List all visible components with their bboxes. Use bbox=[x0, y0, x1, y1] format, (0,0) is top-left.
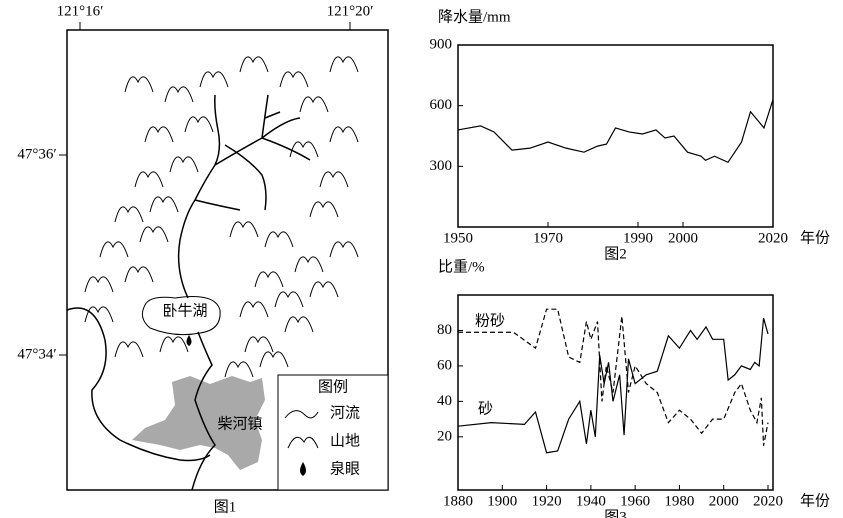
mountain bbox=[84, 306, 114, 323]
mountain bbox=[184, 116, 214, 133]
mountain bbox=[299, 96, 329, 113]
lon-label: 121°16′ bbox=[57, 3, 104, 19]
mountain bbox=[329, 56, 359, 73]
lat-label: 47°36′ bbox=[17, 146, 56, 162]
mountain bbox=[114, 206, 144, 223]
x-tick-label: 1880 bbox=[443, 493, 473, 509]
town-label: 柴河镇 bbox=[217, 415, 262, 432]
mountain bbox=[124, 76, 154, 93]
legend-item: 山地 bbox=[330, 432, 360, 449]
lon-label: 121°20′ bbox=[327, 3, 374, 19]
lake bbox=[141, 296, 221, 336]
mountain bbox=[264, 231, 294, 248]
mountain bbox=[164, 86, 194, 103]
y-tick-label: 40 bbox=[437, 393, 452, 409]
legend-title: 图例 bbox=[318, 378, 348, 395]
rivers bbox=[66, 94, 311, 491]
legend-box bbox=[277, 374, 389, 491]
mountain bbox=[149, 196, 179, 213]
plot-frame bbox=[457, 294, 774, 491]
mountain bbox=[284, 316, 314, 333]
x-tick-label: 2000 bbox=[668, 230, 698, 246]
y-tick-label: 900 bbox=[430, 36, 453, 52]
mountain bbox=[114, 341, 144, 358]
series-label: 砂 bbox=[478, 400, 493, 417]
x-tick-label: 1980 bbox=[664, 493, 694, 509]
plot-frame bbox=[457, 44, 774, 228]
x-axis-title: 年份 bbox=[800, 229, 830, 246]
y-axis-title: 降水量/mm bbox=[438, 8, 511, 25]
mountain bbox=[289, 141, 319, 158]
legend-spring bbox=[300, 462, 306, 476]
mountain bbox=[294, 256, 324, 273]
legend-mountain bbox=[287, 436, 319, 449]
legend-river bbox=[284, 410, 319, 419]
mountain bbox=[134, 171, 164, 188]
spring bbox=[186, 335, 192, 346]
x-tick-label: 1940 bbox=[576, 493, 606, 509]
x-tick-label: 1960 bbox=[620, 493, 650, 509]
line bbox=[457, 317, 769, 454]
series-label: 粉砂 bbox=[475, 312, 505, 329]
map: 121°16′ 121°20′ 47°36′ 47°34′ 卧牛湖 柴河镇 图例… bbox=[17, 3, 389, 515]
mountain bbox=[199, 71, 229, 88]
mountain bbox=[144, 126, 174, 143]
mountain bbox=[329, 126, 359, 143]
mountain bbox=[309, 201, 339, 218]
x-tick-label: 2020 bbox=[753, 493, 783, 509]
x-tick-label: 2000 bbox=[709, 493, 739, 509]
x-tick-label: 1970 bbox=[533, 230, 563, 246]
mountain bbox=[224, 361, 254, 378]
y-tick-label: 600 bbox=[430, 97, 453, 113]
mountain bbox=[279, 71, 309, 88]
mountain bbox=[244, 336, 274, 353]
mountain bbox=[319, 171, 349, 188]
mountain bbox=[139, 226, 169, 243]
x-tick-label: 1950 bbox=[443, 230, 473, 246]
mountain bbox=[274, 291, 304, 308]
mountain bbox=[84, 276, 114, 293]
mountain bbox=[169, 156, 199, 173]
y-tick-label: 80 bbox=[437, 322, 452, 338]
x-tick-label: 2020 bbox=[758, 230, 788, 246]
mountain bbox=[99, 241, 129, 258]
x-tick-label: 1920 bbox=[532, 493, 562, 509]
mountain bbox=[259, 351, 289, 368]
mountain bbox=[309, 281, 339, 298]
lake-label: 卧牛湖 bbox=[162, 302, 207, 319]
legend-item: 河流 bbox=[330, 404, 360, 421]
mountain bbox=[329, 241, 359, 258]
y-axis-title: 比重/% bbox=[438, 258, 485, 275]
line bbox=[458, 308, 769, 446]
town-area bbox=[132, 376, 265, 470]
mountain bbox=[159, 336, 189, 353]
y-tick-label: 300 bbox=[430, 158, 453, 174]
mountain bbox=[239, 56, 269, 73]
legend-item: 泉眼 bbox=[330, 460, 360, 477]
y-tick-label: 60 bbox=[437, 357, 452, 373]
caption: 图1 bbox=[214, 498, 237, 515]
mountain bbox=[254, 271, 284, 288]
x-tick-label: 1990 bbox=[623, 230, 653, 246]
caption: 图3 bbox=[604, 508, 627, 518]
map-frame bbox=[66, 29, 389, 491]
line bbox=[457, 99, 774, 164]
lat-label: 47°34′ bbox=[17, 346, 56, 362]
mountain bbox=[124, 266, 154, 283]
mountain bbox=[239, 301, 269, 318]
x-tick-label: 1900 bbox=[487, 493, 517, 509]
caption: 图2 bbox=[604, 245, 627, 262]
y-tick-label: 20 bbox=[437, 428, 452, 444]
mountain bbox=[229, 221, 259, 238]
x-axis-title: 年份 bbox=[800, 492, 830, 509]
